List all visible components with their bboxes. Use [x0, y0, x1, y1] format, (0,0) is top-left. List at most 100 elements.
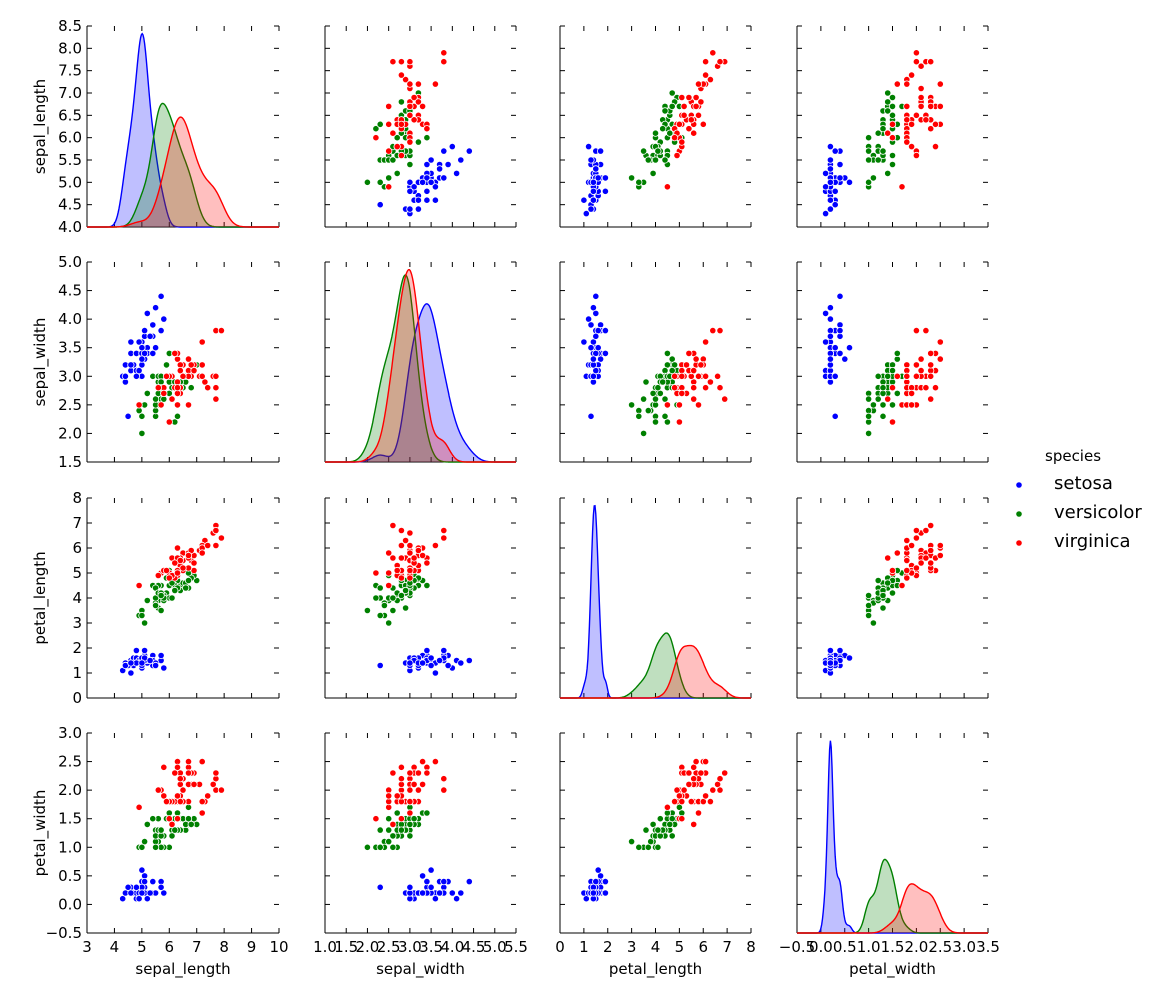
point-versicolor — [864, 611, 873, 620]
point-virginica — [922, 526, 930, 535]
point-versicolor — [888, 111, 897, 119]
point-setosa — [423, 160, 431, 169]
point-virginica — [663, 803, 672, 811]
point-setosa — [376, 883, 384, 891]
point-setosa — [831, 201, 839, 209]
point-setosa — [127, 659, 135, 667]
panel-petal_length-vs-sepal_width — [324, 497, 517, 699]
point-virginica — [385, 549, 393, 557]
point-setosa — [423, 877, 431, 886]
point-virginica — [410, 116, 418, 124]
point-virginica — [912, 58, 921, 66]
point-virginica — [423, 559, 431, 567]
panel-petal_width-vs-sepal_width: 1.01.52.02.53.03.54.04.55.05.5 — [313, 732, 528, 956]
point-virginica — [410, 93, 418, 102]
legend-title: species — [1045, 447, 1101, 465]
point-versicolor — [874, 156, 882, 164]
point-versicolor — [385, 815, 393, 823]
point-setosa — [149, 321, 157, 329]
x-axis-label-sepal_width: sepal_width — [376, 960, 465, 979]
point-setosa — [152, 661, 160, 670]
point-versicolor — [627, 837, 636, 846]
point-virginica — [212, 384, 220, 392]
point-setosa — [410, 183, 418, 191]
point-virginica — [687, 116, 695, 124]
point-virginica — [670, 384, 679, 392]
point-versicolor — [659, 378, 667, 386]
point-setosa — [836, 646, 844, 655]
point-setosa — [146, 889, 154, 897]
point-virginica — [173, 544, 182, 552]
point-virginica — [884, 554, 892, 562]
point-versicolor — [376, 611, 384, 620]
point-virginica — [927, 559, 935, 567]
point-virginica — [440, 775, 448, 783]
point-versicolor — [644, 843, 652, 851]
point-virginica — [907, 541, 916, 550]
point-setosa — [431, 669, 439, 677]
point-versicolor — [380, 601, 388, 610]
panel-sepal_width-vs-sepal_width — [324, 261, 517, 463]
y-tick-label: 3 — [72, 614, 82, 632]
point-virginica — [678, 389, 686, 397]
point-setosa — [414, 205, 422, 213]
point-virginica — [884, 395, 892, 403]
y-tick-label: 3.5 — [58, 339, 82, 357]
point-setosa — [826, 315, 835, 323]
point-setosa — [448, 143, 456, 151]
point-versicolor — [423, 581, 431, 590]
point-virginica — [173, 384, 182, 392]
point-versicolor — [171, 586, 179, 595]
point-setosa — [821, 210, 830, 218]
point-virginica — [701, 71, 710, 79]
kde-area-virginica — [560, 645, 751, 698]
point-virginica — [406, 797, 414, 806]
point-virginica — [431, 541, 439, 550]
point-virginica — [414, 546, 422, 555]
point-virginica — [184, 355, 193, 363]
point-virginica — [397, 541, 405, 550]
point-versicolor — [654, 147, 662, 155]
y-tick-label: 5.0 — [58, 173, 82, 191]
point-setosa — [821, 338, 830, 346]
point-virginica — [678, 93, 686, 102]
point-virginica — [690, 775, 698, 783]
point-setosa — [457, 889, 465, 897]
point-virginica — [184, 769, 193, 777]
point-versicolor — [884, 169, 892, 177]
point-virginica — [912, 49, 921, 57]
point-virginica — [699, 120, 707, 128]
point-virginica — [713, 372, 722, 380]
point-virginica — [697, 98, 705, 106]
point-setosa — [141, 349, 149, 357]
point-setosa — [418, 659, 427, 667]
point-setosa — [582, 210, 590, 218]
point-virginica — [397, 815, 405, 823]
point-virginica — [936, 551, 944, 560]
point-setosa — [831, 344, 839, 352]
y-tick-label: 4.5 — [58, 196, 82, 214]
point-virginica — [936, 102, 944, 111]
kde-area-virginica — [797, 883, 988, 933]
point-setosa — [826, 355, 835, 363]
point-setosa — [845, 344, 854, 352]
point-versicolor — [184, 576, 193, 585]
point-virginica — [701, 338, 710, 346]
point-setosa — [589, 304, 598, 312]
point-virginica — [423, 769, 431, 777]
y-axis-label-sepal_width: sepal_width — [31, 318, 50, 407]
point-virginica — [922, 116, 930, 124]
kde-area-versicolor — [560, 633, 751, 698]
point-versicolor — [138, 412, 146, 420]
point-virginica — [680, 111, 688, 119]
point-versicolor — [888, 102, 897, 111]
y-tick-label: 1.5 — [58, 810, 82, 828]
point-virginica — [692, 355, 700, 363]
point-versicolor — [397, 98, 405, 106]
point-virginica — [888, 120, 897, 128]
point-setosa — [435, 656, 444, 665]
y-tick-label: 7.5 — [58, 62, 82, 80]
point-setosa — [465, 877, 473, 886]
point-virginica — [160, 792, 168, 800]
point-versicolor — [406, 832, 414, 840]
